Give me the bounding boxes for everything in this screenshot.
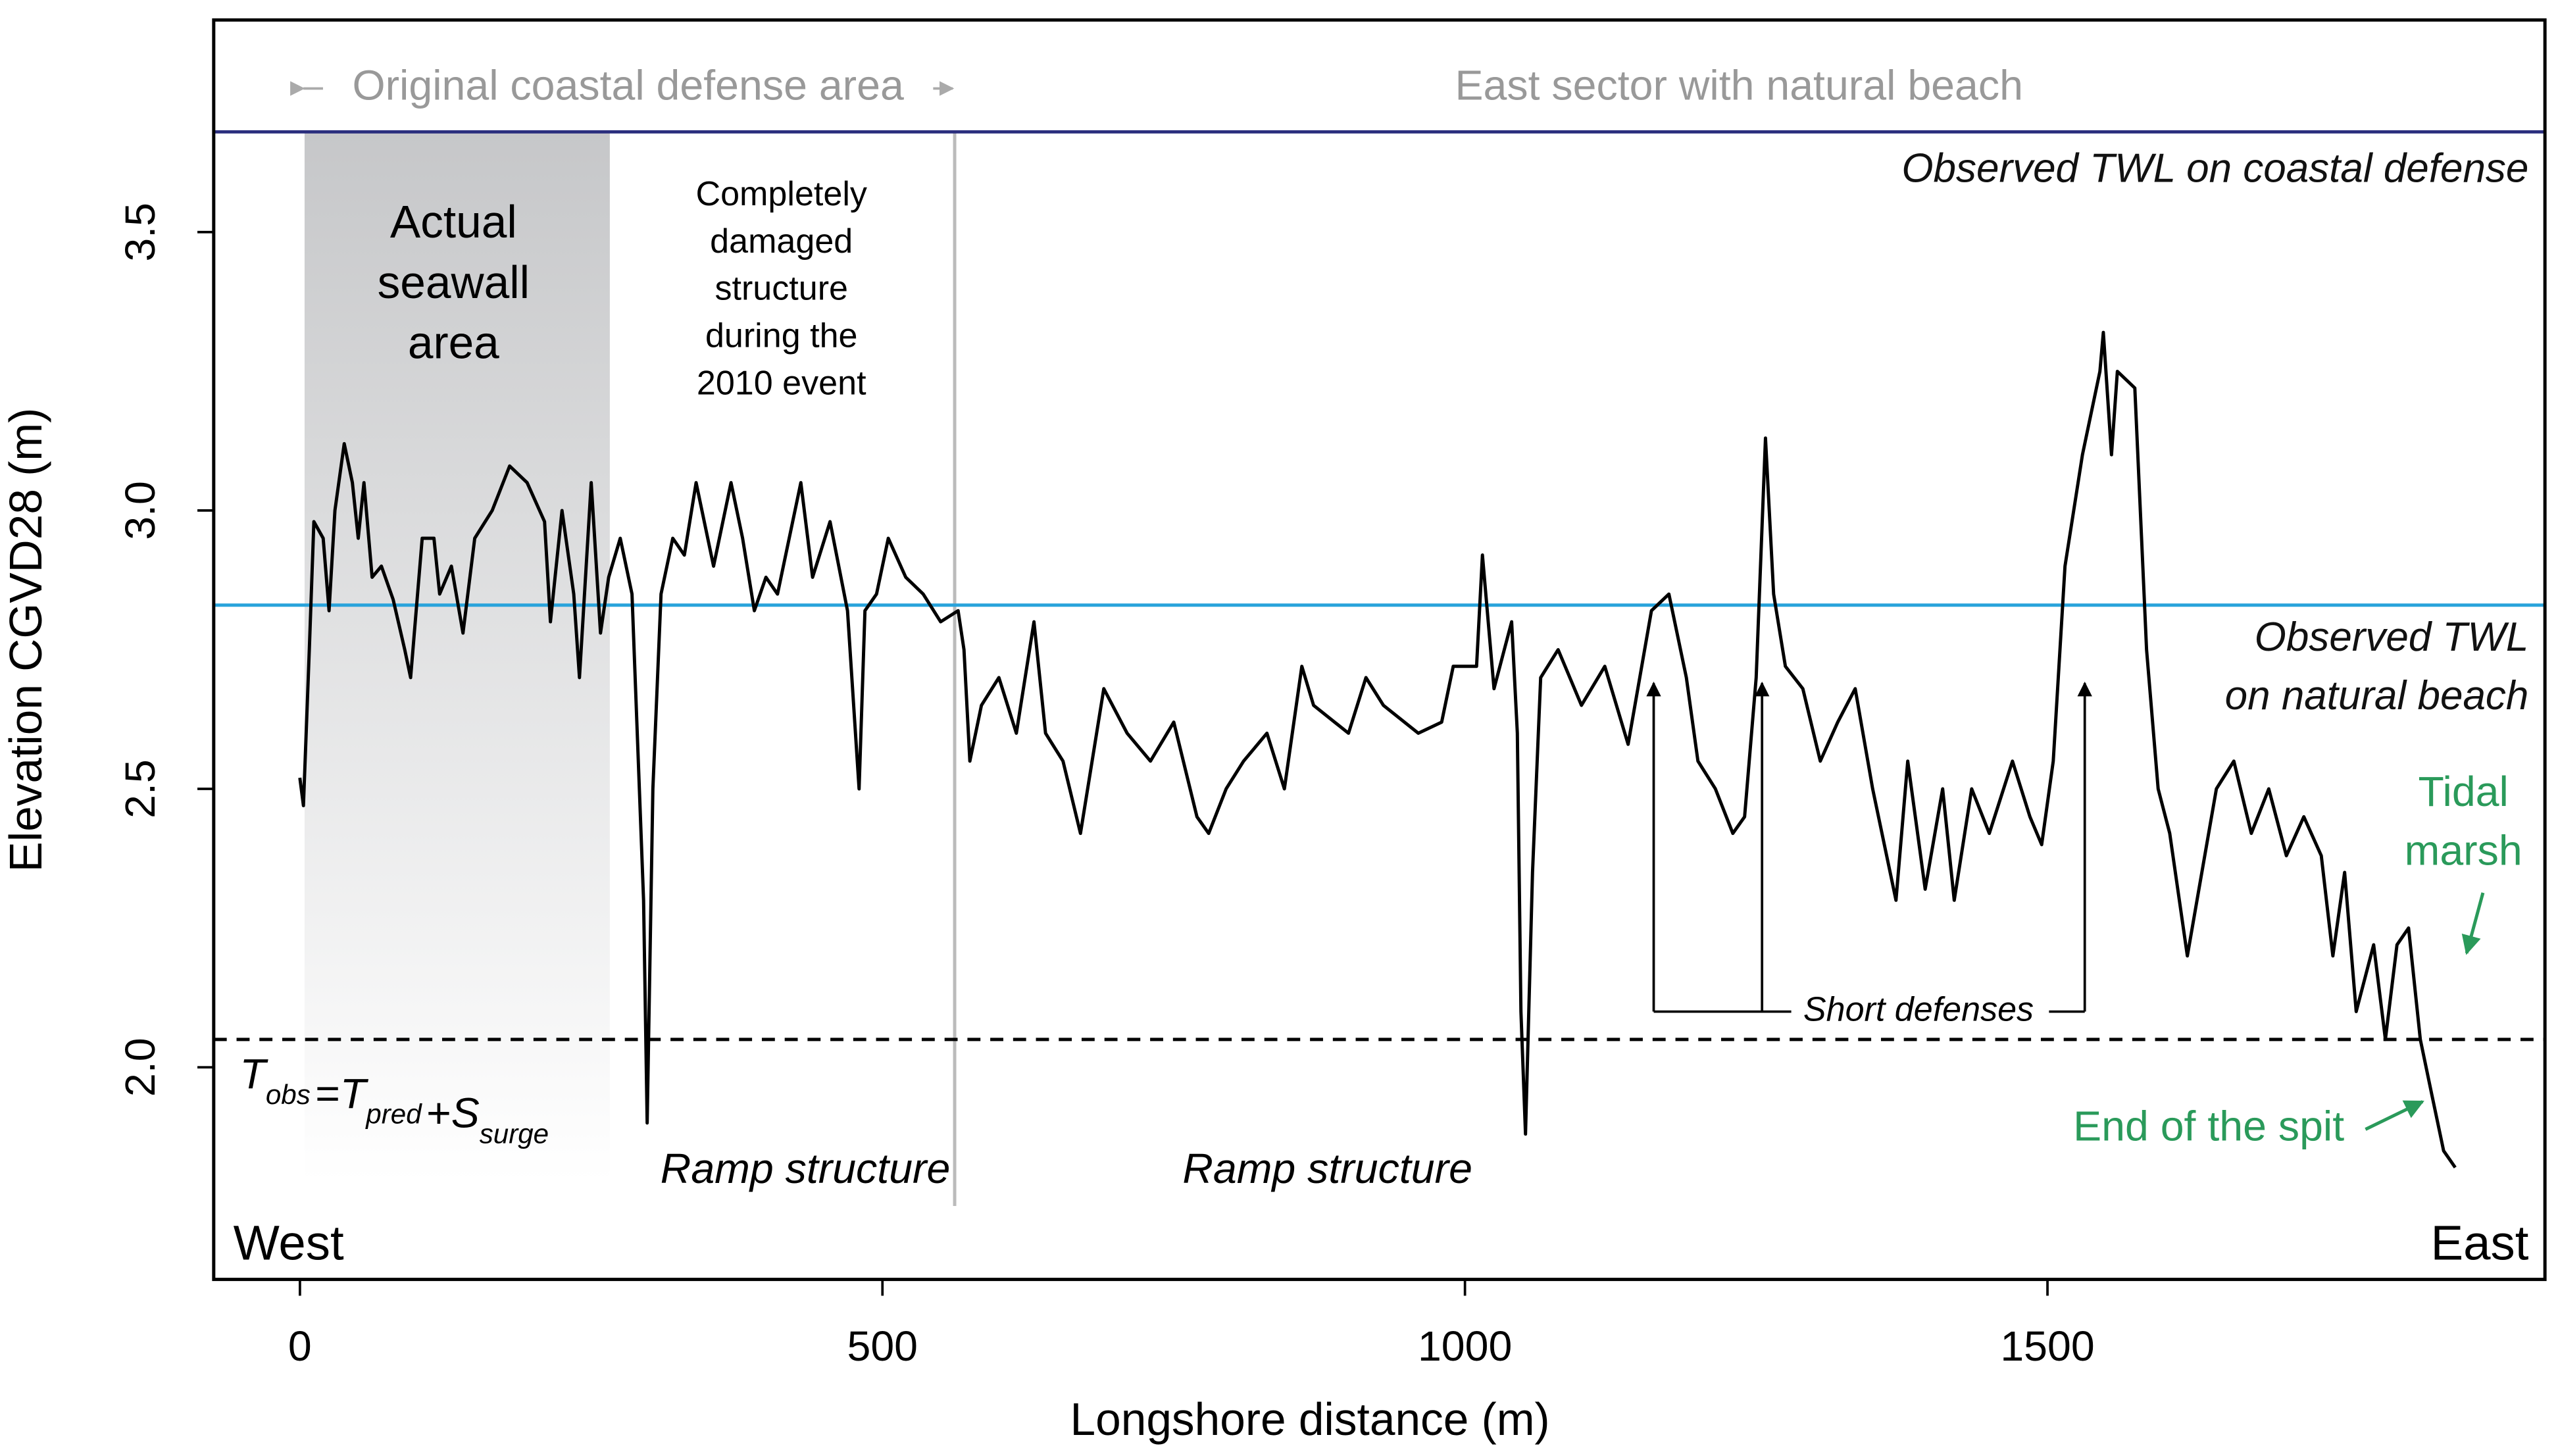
- y-tick-label: 3.5: [116, 203, 164, 262]
- seawall-label: Actual: [390, 196, 517, 247]
- ramp-label: Ramp structure: [1182, 1145, 1472, 1192]
- damaged-label: damaged: [710, 222, 853, 261]
- seawall-area: [304, 132, 610, 1182]
- tidal-label: Tidal: [2419, 768, 2509, 815]
- x-tick-label: 500: [847, 1322, 918, 1370]
- seawall-label: seawall: [378, 257, 530, 308]
- formula-part: +: [426, 1090, 451, 1137]
- formula: Tobs =Tpred +Ssurge: [240, 1050, 549, 1149]
- annotation-arrow: [2461, 892, 2485, 955]
- ramp-label: Ramp structure: [661, 1145, 951, 1192]
- x-tick-label: 0: [288, 1322, 312, 1370]
- y-tick-label: 3.0: [116, 481, 164, 540]
- y-axis-label: Elevation CGVD28 (m): [0, 408, 51, 872]
- background-layer: [213, 130, 2545, 1207]
- reference-label: Observed TWL: [2255, 615, 2529, 660]
- foreground-layer: Observed TWL on coastal defense Observed …: [0, 62, 2529, 1445]
- damaged-label: Completely: [696, 175, 867, 213]
- seawall-label: area: [408, 317, 499, 368]
- elevation-profile: [298, 330, 2457, 1168]
- end-label: West: [234, 1216, 344, 1270]
- formula-part: surge: [480, 1118, 549, 1149]
- formula-part: T: [240, 1050, 269, 1097]
- x-axis-label: Longshore distance (m): [1070, 1393, 1550, 1445]
- formula-part: obs: [266, 1079, 311, 1110]
- y-tick-label: 2.5: [116, 759, 164, 818]
- y-tick-label: 2.0: [116, 1038, 164, 1097]
- tidal-label: marsh: [2405, 826, 2522, 874]
- reference-label: Observed TWL on coastal defense: [1901, 145, 2528, 191]
- defense-label: Short defenses: [1803, 990, 2034, 1028]
- reference-label: on natural beach: [2225, 673, 2529, 718]
- spit-label: End of the spit: [2073, 1103, 2344, 1150]
- formula-part: pred: [364, 1099, 422, 1130]
- damaged-label: structure: [715, 270, 848, 308]
- plot-frame: [212, 18, 2547, 1282]
- damaged-label: 2010 event: [697, 364, 866, 403]
- damaged-label: during the: [705, 317, 858, 355]
- x-tick-label: 1500: [2000, 1322, 2094, 1370]
- x-tick-label: 1000: [1418, 1322, 1512, 1370]
- formula-part: =: [315, 1070, 340, 1117]
- sector-label: Original coastal defense area: [352, 62, 904, 109]
- formula-part: T: [340, 1070, 369, 1117]
- annotation-arrow: [2365, 1100, 2424, 1131]
- sector-label: East sector with natural beach: [1455, 62, 2023, 109]
- end-label: East: [2431, 1216, 2529, 1270]
- formula-part: S: [451, 1090, 480, 1137]
